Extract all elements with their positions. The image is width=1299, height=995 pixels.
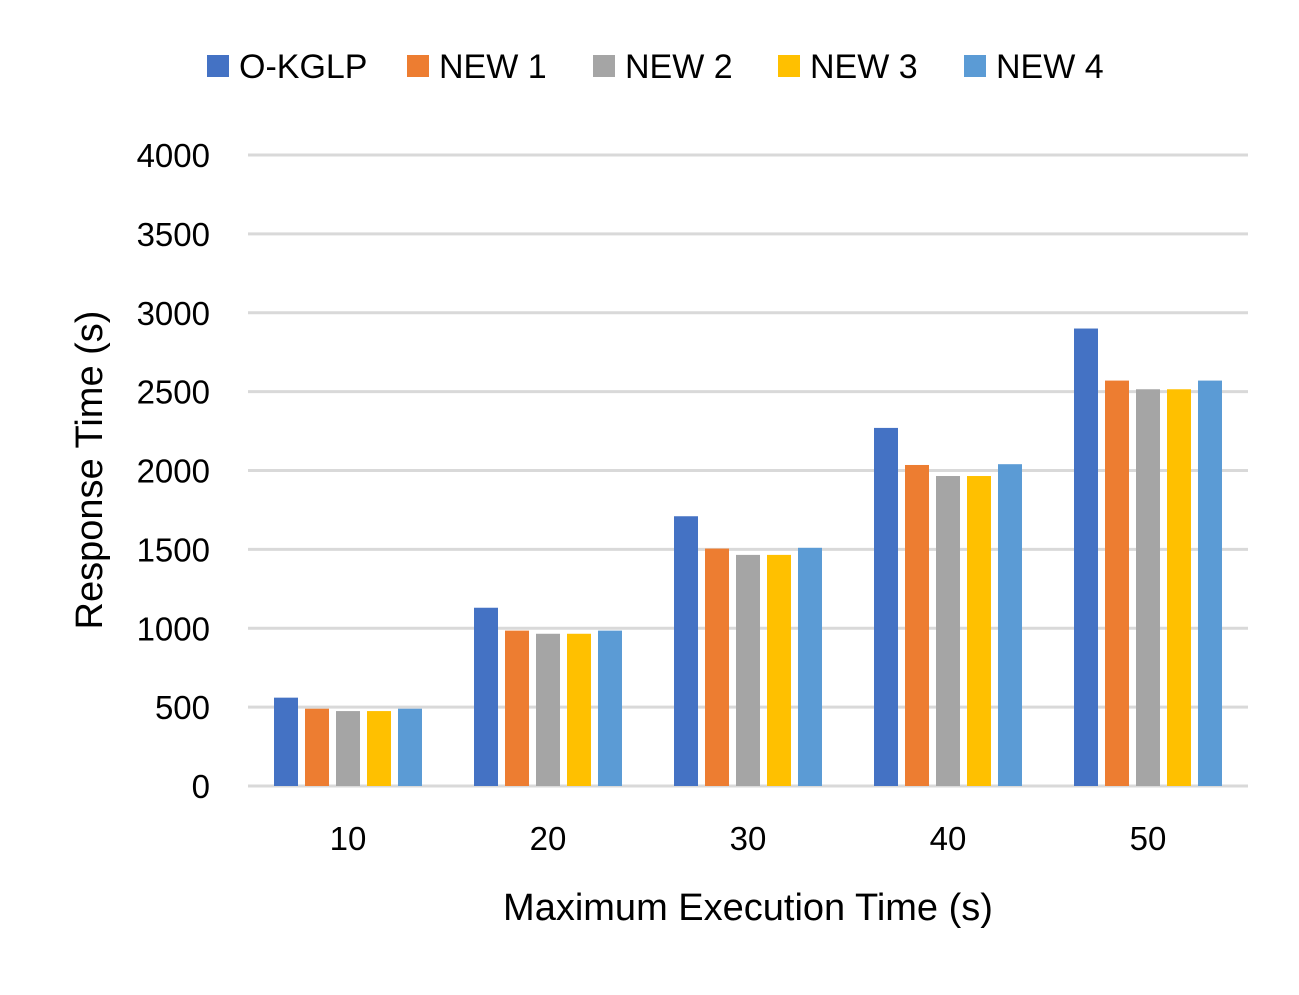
legend-swatch [964, 55, 986, 77]
bar-new-4-40 [998, 464, 1022, 786]
y-tick-label: 2500 [137, 374, 210, 411]
bar-new-1-30 [705, 548, 729, 786]
bar-new-2-50 [1136, 389, 1160, 786]
legend-swatch [207, 55, 229, 77]
x-axis-title: Maximum Execution Time (s) [503, 887, 993, 929]
bars [274, 328, 1222, 786]
bar-new-4-10 [398, 708, 422, 786]
x-tick-label: 40 [930, 820, 967, 857]
legend-label: NEW 2 [625, 48, 733, 86]
legend-swatch [407, 55, 429, 77]
bar-new-1-40 [905, 464, 929, 786]
bar-new-3-40 [967, 476, 991, 786]
bar-new-3-30 [767, 554, 791, 786]
bar-new-1-50 [1105, 380, 1129, 786]
y-tick-label: 1000 [137, 610, 210, 647]
y-tick-label: 0 [192, 768, 210, 805]
bar-o-kglp-40 [874, 427, 898, 786]
y-tick-label: 500 [155, 689, 210, 726]
bar-o-kglp-20 [474, 607, 498, 786]
legend-label: NEW 3 [810, 48, 918, 86]
y-tick-label: 3000 [137, 295, 210, 332]
bar-new-3-20 [567, 633, 591, 786]
gridlines [248, 153, 1248, 788]
legend-label: O-KGLP [239, 48, 367, 86]
bar-new-4-50 [1198, 380, 1222, 786]
bar-new-4-30 [798, 547, 822, 786]
bar-o-kglp-10 [274, 697, 298, 786]
x-tick-label: 30 [730, 820, 767, 857]
y-axis-title: Response Time (s) [69, 311, 111, 630]
y-tick-label: 4000 [137, 137, 210, 174]
bar-new-1-10 [305, 708, 329, 786]
bar-new-2-40 [936, 476, 960, 786]
bar-new-1-20 [505, 630, 529, 786]
bar-new-3-10 [367, 711, 391, 786]
x-tick-label: 20 [530, 820, 567, 857]
x-tick-label: 10 [330, 820, 367, 857]
bar-new-3-50 [1167, 389, 1191, 786]
x-tick-label: 50 [1130, 820, 1167, 857]
bar-new-2-20 [536, 633, 560, 786]
bar-o-kglp-50 [1074, 328, 1098, 786]
legend: O-KGLP NEW 1 NEW 2 NEW 3 NEW 4 [207, 48, 1104, 86]
y-tick-label: 2000 [137, 453, 210, 490]
bar-new-4-20 [598, 630, 622, 786]
y-tick-label: 3500 [137, 216, 210, 253]
y-axis-ticks: 0 500 1000 1500 2000 2500 3000 3500 4000 [137, 137, 210, 805]
bar-o-kglp-30 [674, 516, 698, 786]
y-tick-label: 1500 [137, 531, 210, 568]
legend-label: NEW 1 [439, 48, 547, 86]
legend-swatch [778, 55, 800, 77]
legend-swatch [593, 55, 615, 77]
bar-new-2-10 [336, 711, 360, 786]
bar-new-2-30 [736, 554, 760, 786]
x-axis-ticks: 10 20 30 40 50 [330, 820, 1167, 857]
legend-label: NEW 4 [996, 48, 1104, 86]
